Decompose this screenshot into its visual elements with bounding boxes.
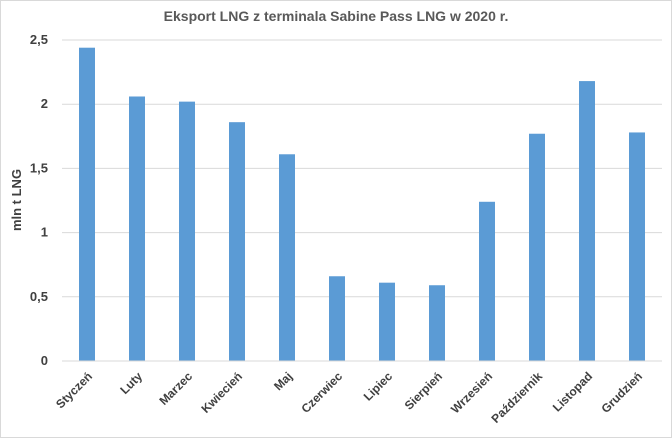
y-axis-label: mln t LNG [9,169,24,231]
bar [279,154,295,361]
y-tick-label: 1 [41,225,48,240]
bar [629,132,645,361]
bar [379,282,395,361]
y-tick-label: 0,5 [30,289,48,304]
bar [179,101,195,361]
bar [529,133,545,361]
chart-title: Eksport LNG z terminala Sabine Pass LNG … [164,8,509,24]
y-axis-ticks: 0 0,5 1 1,5 2 2,5 [30,32,48,368]
y-tick-label: 2,5 [30,32,48,47]
bar [479,201,495,361]
y-tick-label: 2 [41,96,48,111]
bars [79,47,645,362]
bar [329,276,345,361]
bar [129,96,145,361]
y-tick-label: 1,5 [30,160,48,175]
bar [579,81,595,361]
bar [229,122,245,362]
y-tick-label: 0 [41,353,48,368]
bar [429,285,445,361]
bar [79,47,95,361]
gridlines [62,39,662,298]
